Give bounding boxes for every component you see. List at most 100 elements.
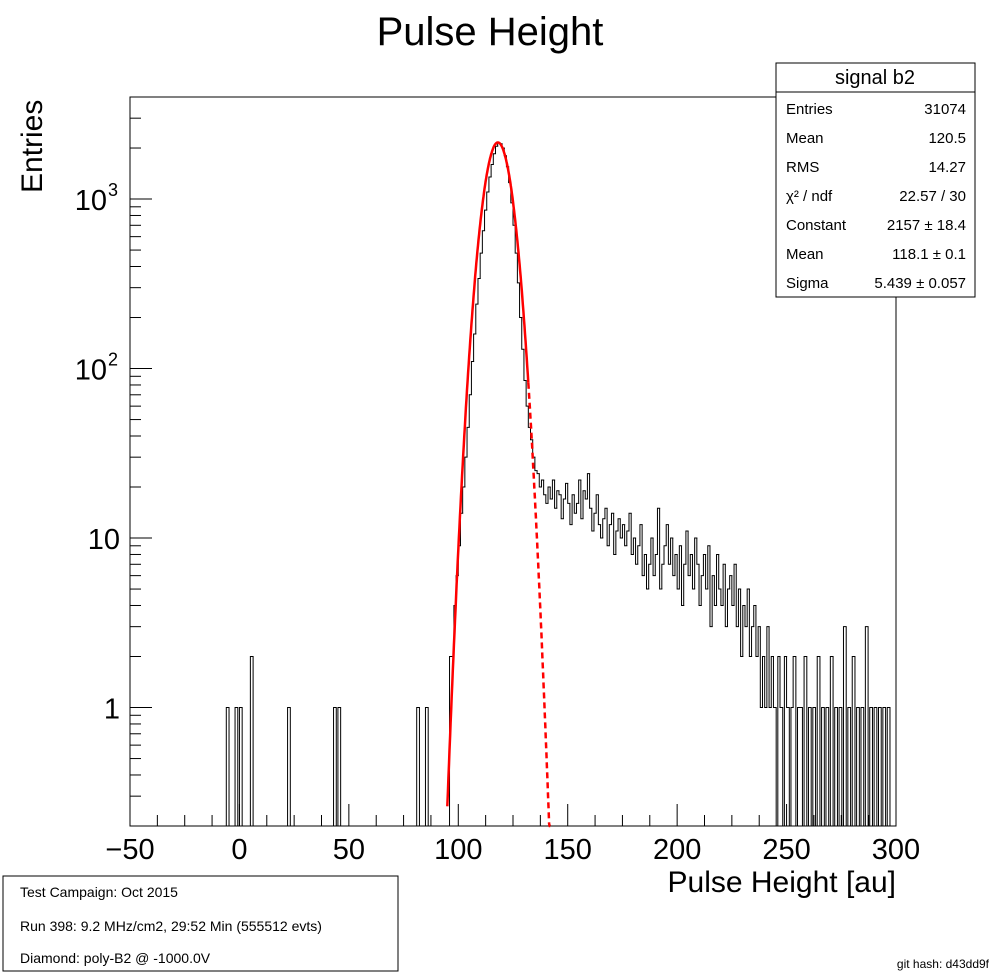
info-line-run: Run 398: 9.2 MHz/cm2, 29:52 Min (555512 …	[20, 918, 322, 934]
histogram-bin	[768, 626, 772, 709]
histogram-bin	[337, 707, 342, 826]
histogram-bin	[624, 524, 628, 547]
histogram-bin	[606, 508, 610, 547]
histogram-bin	[838, 707, 843, 826]
histogram-bin	[492, 153, 497, 165]
x-tick-label: 300	[872, 834, 920, 866]
histogram-bin	[718, 554, 722, 590]
stats-row-label: χ² / ndf	[786, 188, 833, 205]
histogram-bin	[713, 575, 718, 606]
histogram-bin	[547, 486, 551, 504]
histogram-bin	[757, 626, 761, 657]
fit-layer	[446, 141, 551, 828]
histogram-bin	[468, 394, 472, 428]
stats-row-label: Constant	[786, 217, 847, 234]
histogram-bin	[470, 361, 475, 395]
histogram-bin	[748, 589, 753, 658]
x-tick-label: 100	[434, 834, 482, 866]
histogram-bin	[610, 512, 615, 525]
histogram-bin	[812, 707, 817, 826]
histogram-bin	[464, 456, 468, 488]
histogram-bin	[416, 707, 420, 826]
histogram-bin	[882, 707, 887, 826]
histogram-bin	[648, 563, 652, 590]
histogram-bin	[864, 626, 869, 826]
x-axis-title: Pulse Height [au]	[668, 866, 896, 899]
stats-row-label: Mean	[786, 246, 824, 263]
histogram-bin	[481, 230, 486, 254]
histogram-bin	[543, 479, 547, 496]
y-tick-exponent: 3	[108, 180, 118, 200]
histogram-bin	[567, 483, 571, 504]
git-hash: git hash: d43dd9f	[897, 957, 990, 971]
histogram-bin	[632, 537, 637, 555]
chart-title: Pulse Height	[377, 10, 604, 54]
histogram-bin	[797, 707, 801, 826]
histogram-bin	[650, 537, 654, 565]
histogram-bin	[521, 317, 525, 350]
histogram-bin	[807, 707, 812, 826]
x-tick-label: −50	[105, 834, 154, 866]
histogram-bin	[556, 490, 560, 509]
histogram-bin	[562, 498, 567, 519]
x-tick-label: 250	[762, 834, 810, 866]
histogram-bin	[549, 487, 553, 500]
histogram-bin	[462, 486, 466, 514]
stats-row-value: 120.5	[928, 130, 966, 147]
histogram-bin	[466, 426, 470, 458]
fit-curve-dashed	[527, 382, 551, 828]
histogram-bin	[473, 333, 477, 362]
info-box-frame	[2, 875, 399, 972]
histogram-bin	[842, 626, 847, 826]
stats-box: signal b2 Entries 31074 Mean 120.5 RMS 14.27 χ…	[775, 62, 976, 298]
histogram-bin	[630, 513, 634, 555]
histogram-bin	[663, 545, 667, 565]
y-tick-label: 1	[104, 694, 120, 726]
stats-row-value: 118.1 ± 0.1	[892, 246, 966, 263]
stats-row-value: 2157 ± 18.4	[887, 217, 966, 234]
histogram-bin	[851, 656, 856, 826]
histogram-bin	[790, 707, 794, 826]
histogram-bin	[737, 588, 742, 627]
histogram-bin	[829, 656, 834, 826]
histogram-bin	[608, 524, 613, 546]
histogram-bin	[536, 470, 540, 475]
histogram-bin	[786, 656, 790, 826]
histogram-bin	[488, 176, 492, 193]
histogram-bin	[580, 479, 584, 520]
histogram-bin	[569, 503, 573, 526]
histogram-bin	[700, 575, 704, 606]
histogram-bin	[613, 513, 617, 555]
x-tick-label: 200	[653, 834, 701, 866]
histogram-bin	[560, 494, 564, 520]
histogram-bin	[597, 494, 602, 526]
y-tick-label: 10	[75, 355, 107, 387]
histogram-bin	[654, 553, 658, 576]
stats-row-label: RMS	[786, 159, 819, 176]
histogram-bin	[484, 209, 488, 231]
histogram-bin	[494, 145, 499, 154]
histogram-bin	[333, 707, 337, 826]
stats-row-label: Sigma	[786, 275, 829, 292]
histogram-bin	[873, 707, 878, 826]
histogram-bin	[764, 656, 768, 709]
histogram-bin	[523, 349, 527, 382]
x-tick-label: 50	[333, 834, 365, 866]
histogram-bin	[486, 191, 490, 211]
histogram-bin	[821, 707, 825, 826]
info-line-diamond: Diamond: poly-B2 @ -1000.0V	[20, 950, 211, 966]
histogram-bin	[799, 707, 803, 826]
histogram-bin	[615, 530, 619, 555]
x-tick-label: 0	[231, 834, 247, 866]
histogram-bin	[475, 303, 479, 334]
histogram-bin	[683, 563, 687, 606]
histogram-bin	[479, 252, 483, 279]
stats-row-value: 31074	[924, 101, 966, 118]
histogram-bin	[711, 575, 715, 627]
histogram-bin	[766, 626, 770, 708]
histogram-bin	[698, 564, 702, 606]
histogram-bin	[847, 707, 852, 826]
histogram-bin	[593, 512, 597, 532]
histogram-bin	[238, 707, 243, 826]
